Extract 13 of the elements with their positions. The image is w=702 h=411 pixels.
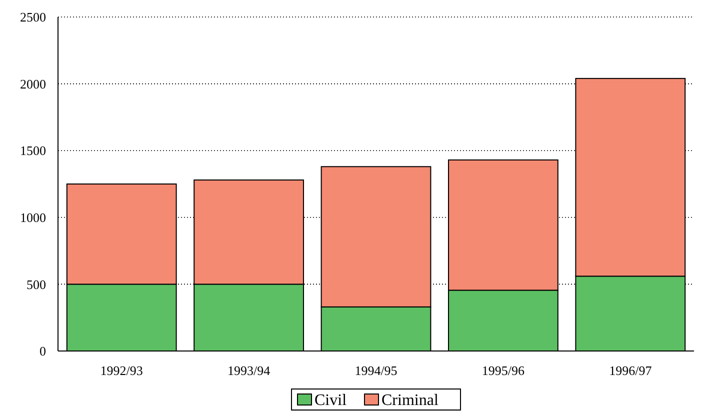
y-tick-label: 0 bbox=[40, 344, 46, 359]
x-tick-label: 1994/95 bbox=[354, 363, 398, 378]
y-tick-label: 1000 bbox=[20, 210, 46, 225]
legend-label: Criminal bbox=[382, 392, 439, 409]
y-tick-label: 2000 bbox=[20, 76, 46, 92]
y-tick-label: 500 bbox=[26, 276, 46, 292]
x-tick-label: 1996/97 bbox=[609, 363, 652, 378]
x-tick-label: 1995/96 bbox=[482, 363, 525, 378]
x-tick-label: 1993/94 bbox=[227, 363, 271, 378]
y-tick-label: 1500 bbox=[20, 143, 46, 158]
x-tick-label: 1992/93 bbox=[100, 363, 143, 378]
y-tick-label: 2500 bbox=[20, 10, 46, 25]
legend-label: Civil bbox=[314, 392, 348, 409]
